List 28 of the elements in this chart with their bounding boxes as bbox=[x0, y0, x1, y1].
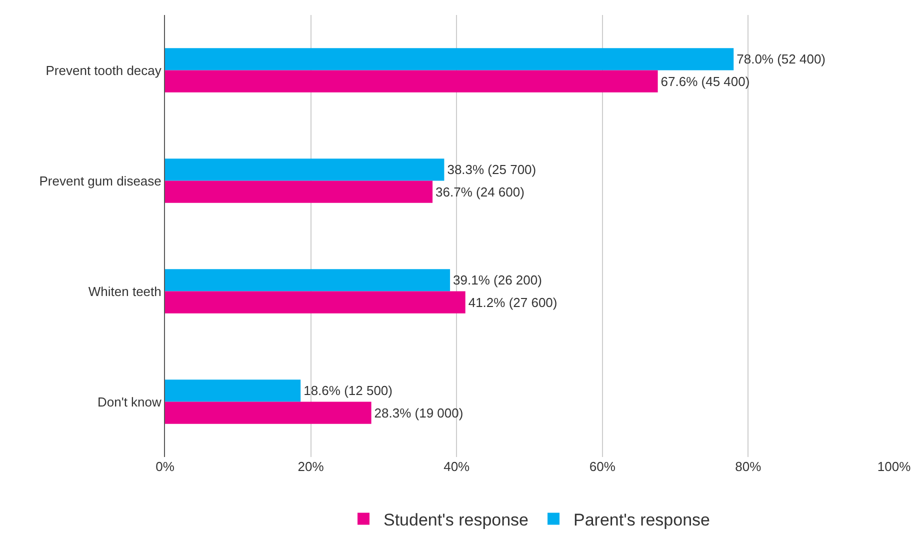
x-tick-label: 60% bbox=[589, 459, 616, 474]
x-tick-label: 0% bbox=[156, 459, 175, 474]
bar bbox=[165, 291, 466, 314]
data-label: 18.6% (12 500) bbox=[304, 383, 392, 398]
x-tick-label: 100% bbox=[877, 459, 912, 474]
y-tick-label: Whiten teeth bbox=[88, 284, 162, 299]
data-label: 28.3% (19 000) bbox=[374, 405, 464, 420]
bar bbox=[165, 70, 658, 92]
data-label: 39.1% (26 200) bbox=[453, 272, 542, 288]
x-tick-label: 20% bbox=[298, 459, 324, 474]
bar bbox=[165, 402, 372, 424]
x-tick-label: 40% bbox=[444, 459, 470, 474]
legend-label: Student's response bbox=[384, 510, 529, 530]
bar bbox=[165, 269, 450, 292]
data-label: 41.2% (27 600) bbox=[468, 294, 558, 310]
data-label: 36.7% (24 600) bbox=[436, 184, 524, 200]
data-label: 67.6% (45 400) bbox=[660, 74, 750, 89]
y-tick-label: Prevent tooth decay bbox=[46, 62, 162, 78]
y-tick-label: Don't know bbox=[97, 394, 162, 410]
bar bbox=[165, 158, 444, 181]
bar bbox=[165, 48, 734, 70]
y-tick-label: Prevent gum disease bbox=[39, 173, 162, 188]
bar bbox=[165, 380, 301, 402]
data-label: 78.0% (52 400) bbox=[736, 52, 826, 67]
data-label: 38.3% (25 700) bbox=[447, 162, 536, 178]
x-tick-label: 80% bbox=[735, 459, 762, 474]
legend-label: Parent's response bbox=[574, 510, 710, 530]
bar bbox=[165, 180, 433, 203]
